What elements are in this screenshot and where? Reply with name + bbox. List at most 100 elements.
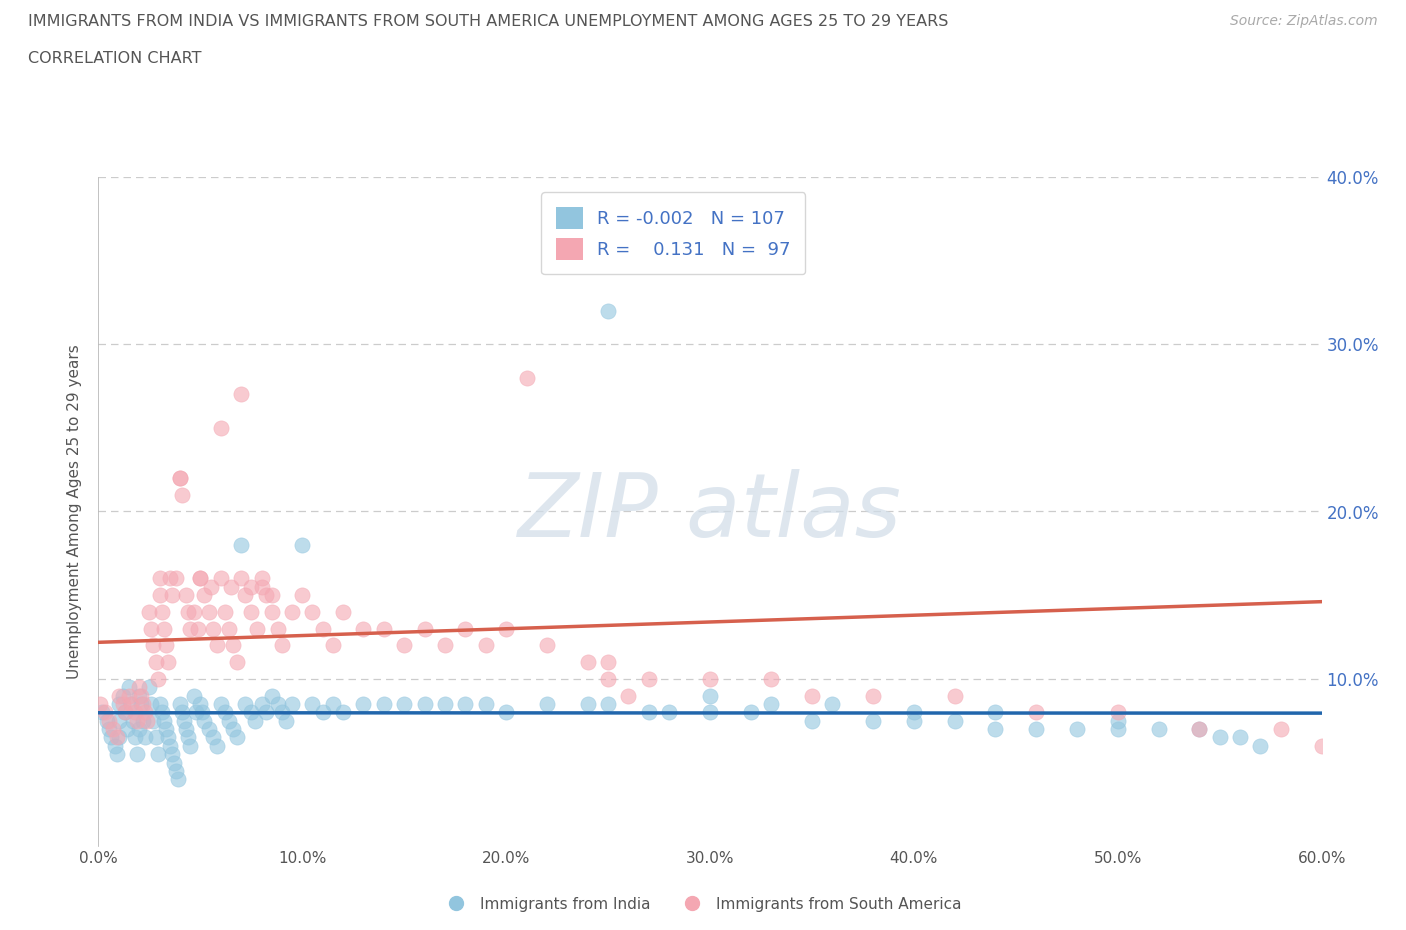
Point	[226, 730, 249, 745]
Point	[638, 671, 661, 686]
Point	[301, 604, 323, 619]
Point	[761, 697, 783, 711]
Point	[1229, 730, 1251, 745]
Point	[111, 688, 134, 703]
Point	[260, 688, 283, 703]
Point	[160, 588, 183, 603]
Point	[1209, 730, 1232, 745]
Point	[254, 588, 277, 603]
Point	[89, 697, 111, 711]
Point	[222, 722, 245, 737]
Point	[821, 697, 844, 711]
Point	[163, 755, 186, 770]
Point	[322, 638, 344, 653]
Point	[454, 697, 477, 711]
Point	[201, 621, 224, 636]
Point	[141, 697, 163, 711]
Point	[149, 571, 172, 586]
Point	[598, 671, 620, 686]
Point	[145, 655, 167, 670]
Point	[96, 713, 118, 728]
Point	[250, 697, 273, 711]
Point	[231, 387, 253, 402]
Point	[1188, 722, 1211, 737]
Point	[801, 713, 824, 728]
Point	[132, 713, 155, 728]
Point	[108, 697, 131, 711]
Point	[1147, 722, 1170, 737]
Point	[903, 705, 925, 720]
Point	[146, 747, 169, 762]
Point	[138, 604, 160, 619]
Point	[332, 705, 354, 720]
Point	[984, 722, 1007, 737]
Point	[240, 579, 263, 594]
Point	[124, 730, 146, 745]
Y-axis label: Unemployment Among Ages 25 to 29 years: Unemployment Among Ages 25 to 29 years	[67, 344, 83, 679]
Legend: R = -0.002   N = 107, R =    0.131   N =  97: R = -0.002 N = 107, R = 0.131 N = 97	[541, 193, 806, 274]
Point	[638, 705, 661, 720]
Point	[128, 722, 150, 737]
Point	[186, 705, 208, 720]
Point	[260, 604, 283, 619]
Point	[576, 697, 599, 711]
Point	[413, 697, 436, 711]
Point	[219, 579, 242, 594]
Point	[536, 697, 558, 711]
Point	[474, 697, 498, 711]
Text: Source: ZipAtlas.com: Source: ZipAtlas.com	[1230, 14, 1378, 28]
Point	[159, 738, 181, 753]
Point	[97, 713, 120, 728]
Point	[495, 705, 517, 720]
Point	[177, 730, 200, 745]
Point	[187, 621, 209, 636]
Point	[141, 621, 163, 636]
Text: IMMIGRANTS FROM INDIA VS IMMIGRANTS FROM SOUTH AMERICA UNEMPLOYMENT AMONG AGES 2: IMMIGRANTS FROM INDIA VS IMMIGRANTS FROM…	[28, 14, 949, 29]
Point	[108, 730, 131, 745]
Point	[245, 713, 267, 728]
Point	[392, 638, 416, 653]
Point	[454, 621, 477, 636]
Point	[108, 688, 131, 703]
Point	[1025, 705, 1047, 720]
Point	[91, 705, 114, 720]
Point	[156, 730, 179, 745]
Point	[191, 705, 214, 720]
Point	[231, 538, 253, 552]
Point	[197, 604, 219, 619]
Point	[122, 713, 145, 728]
Point	[270, 705, 294, 720]
Point	[120, 697, 142, 711]
Point	[1025, 722, 1047, 737]
Point	[138, 680, 160, 695]
Point	[120, 697, 142, 711]
Point	[118, 680, 141, 695]
Point	[240, 705, 263, 720]
Point	[1310, 738, 1333, 753]
Point	[179, 738, 201, 753]
Point	[233, 588, 256, 603]
Point	[740, 705, 762, 720]
Point	[862, 713, 884, 728]
Point	[114, 705, 136, 720]
Point	[270, 638, 294, 653]
Point	[179, 621, 201, 636]
Point	[332, 604, 354, 619]
Point	[434, 697, 457, 711]
Point	[197, 722, 219, 737]
Point	[301, 697, 323, 711]
Point	[1066, 722, 1088, 737]
Point	[943, 713, 966, 728]
Point	[100, 730, 122, 745]
Point	[274, 713, 297, 728]
Point	[183, 604, 205, 619]
Point	[188, 571, 212, 586]
Point	[658, 705, 681, 720]
Point	[127, 747, 149, 762]
Point	[115, 722, 138, 737]
Point	[149, 588, 172, 603]
Point	[1107, 722, 1129, 737]
Point	[373, 621, 395, 636]
Point	[474, 638, 498, 653]
Point	[127, 713, 149, 728]
